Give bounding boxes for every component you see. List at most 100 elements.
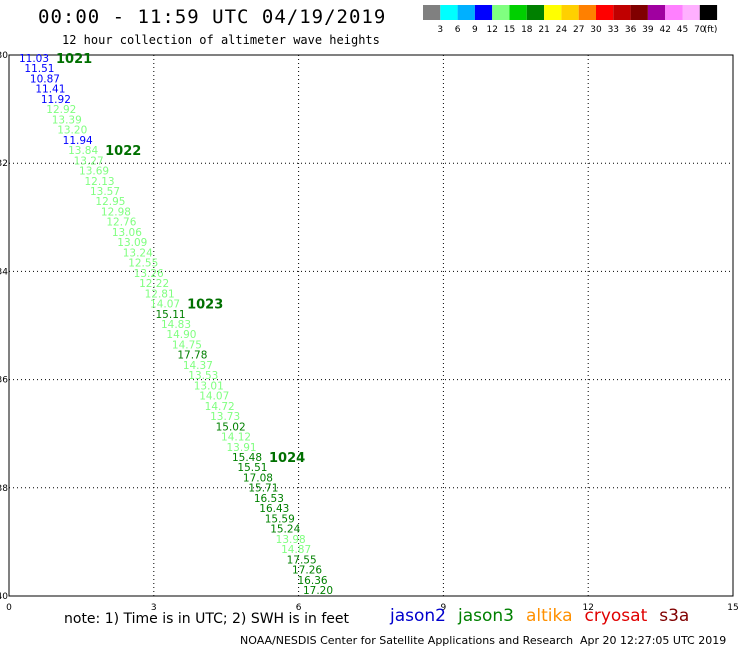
wave-height-value: 11.92 <box>41 94 71 106</box>
wave-height-value: 16.53 <box>254 493 284 505</box>
wave-height-value: 12.55 <box>128 258 158 270</box>
wave-height-value: 14.07 <box>199 391 229 403</box>
scale-swatch <box>699 5 718 20</box>
wave-height-value: 17.20 <box>303 585 333 597</box>
scale-swatch <box>509 5 527 20</box>
scale-label: 27 <box>573 25 584 35</box>
scale-swatch <box>561 5 579 20</box>
wave-height-value: 13.24 <box>123 247 153 259</box>
page-title: 00:00 - 11:59 UTC 04/19/2019 <box>38 6 387 28</box>
wave-height-value: 13.20 <box>57 125 87 137</box>
x-tick-label: 12 <box>582 603 593 610</box>
wave-height-value: 12.81 <box>145 288 175 300</box>
page-subtitle: 12 hour collection of altimeter wave hei… <box>62 33 380 47</box>
wave-height-value: 13.57 <box>90 186 120 198</box>
footer-note: note: 1) Time is in UTC; 2) SWH is in fe… <box>64 611 350 627</box>
wave-height-value: 17.26 <box>292 565 322 577</box>
wave-height-value: 17.78 <box>177 350 207 362</box>
wave-height-value: 11.51 <box>24 63 54 75</box>
scale-swatch <box>544 5 562 20</box>
scale-swatch <box>423 5 441 20</box>
wave-height-value: 14.07 <box>150 299 180 311</box>
y-tick-label: -34 <box>0 267 8 277</box>
map-frame <box>8 54 734 597</box>
scale-label: 33 <box>608 25 619 35</box>
wave-height-value: 12.13 <box>85 176 115 188</box>
wave-height-value: 13.91 <box>227 442 257 454</box>
scale-swatch <box>665 5 683 20</box>
scale-swatch <box>474 5 493 20</box>
wave-height-value: 12.95 <box>95 196 125 208</box>
scale-label: 18 <box>521 25 533 35</box>
wave-height-value: 12.22 <box>139 278 169 290</box>
scale-label: 45 <box>677 25 688 35</box>
wave-height-value: 14.75 <box>172 339 202 351</box>
wave-height-value: 13.69 <box>79 166 109 178</box>
wave-height-value: 13.06 <box>112 227 142 239</box>
color-scale-legend: 3 6 9 12 15 18 21 24 27 30 33 36 39 42 45 70(ft) <box>423 5 718 35</box>
scale-label: 15 <box>504 25 515 35</box>
wave-height-map: 0 3 6 9 12 15 -30 -32 -34 -36 -38 -40 11.0311.5110.8… <box>0 51 739 610</box>
y-tick-label: -36 <box>0 376 8 386</box>
wave-height-value: 15.59 <box>265 513 295 525</box>
credit-line: NOAA/NESDIS Center for Satellite Applica… <box>240 634 574 647</box>
wave-height-value: 13.53 <box>188 370 218 382</box>
wave-height-value: 14.87 <box>281 544 311 556</box>
wave-height-value: 15.48 <box>232 452 262 464</box>
y-tick-label: -32 <box>0 159 8 169</box>
wave-height-value: 11.03 <box>19 53 49 65</box>
wave-height-value: 12.92 <box>46 104 76 116</box>
scale-label: 3 <box>437 25 443 35</box>
wave-height-value: 16.43 <box>259 503 289 515</box>
satellite-jason2: jason2 <box>390 606 446 626</box>
time-label: 1023 <box>187 298 223 313</box>
scale-swatch <box>613 5 631 20</box>
time-label: 1024 <box>269 451 305 466</box>
scale-swatch <box>457 5 475 20</box>
scale-swatch <box>440 5 458 20</box>
satellite-cryosat: cryosat <box>584 606 648 626</box>
scale-label: 21 <box>538 25 549 35</box>
wave-height-value: 15.51 <box>237 462 267 474</box>
wave-height-value: 13.26 <box>134 268 164 280</box>
scale-swatch <box>578 5 596 20</box>
satellite-jason3: jason3 <box>458 606 514 626</box>
scale-label: 42 <box>659 25 670 35</box>
scale-swatch <box>682 5 700 20</box>
wave-height-value: 15.71 <box>248 483 278 495</box>
satellite-legend: jason2 jason3 altika cryosat s3a <box>390 606 701 626</box>
scale-label: 6 <box>455 25 461 35</box>
time-label: 1022 <box>105 144 141 159</box>
wave-height-value: 13.73 <box>210 411 240 423</box>
y-tick-label: -40 <box>0 592 8 602</box>
wave-height-value: 15.02 <box>216 421 246 433</box>
wave-height-value: 10.87 <box>30 73 60 85</box>
scale-label: 9 <box>472 25 478 35</box>
x-tick-label: 3 <box>151 603 157 610</box>
y-tick-label: -30 <box>0 51 8 61</box>
x-tick-label: 15 <box>727 603 738 610</box>
scale-label: 30 <box>590 25 602 35</box>
wave-height-value: 13.39 <box>52 114 82 126</box>
scale-label: 70 <box>694 25 706 35</box>
wave-height-value: 14.83 <box>161 319 191 331</box>
wave-height-value: 15.11 <box>156 309 186 321</box>
x-tick-label: 9 <box>441 603 447 610</box>
scale-label: 36 <box>625 25 637 35</box>
wave-height-value: 11.94 <box>63 135 93 147</box>
x-tick-label: 6 <box>296 603 302 610</box>
wave-height-value: 14.72 <box>205 401 235 413</box>
wave-height-value: 13.09 <box>117 237 147 249</box>
wave-height-value: 13.98 <box>276 534 306 546</box>
y-tick-label: -38 <box>0 484 8 494</box>
satellite-s3a: s3a <box>659 606 690 626</box>
wave-height-value: 14.12 <box>221 432 251 444</box>
generated-timestamp: Apr 20 12:27:05 UTC 2019 <box>580 634 727 647</box>
time-label: 1021 <box>56 52 92 67</box>
wave-height-value: 13.27 <box>74 155 104 167</box>
scale-swatch <box>526 5 545 20</box>
scale-swatch <box>647 5 666 20</box>
satellite-altika: altika <box>526 606 573 626</box>
scale-label: 12 <box>486 25 497 35</box>
wave-height-value: 14.37 <box>183 360 213 372</box>
